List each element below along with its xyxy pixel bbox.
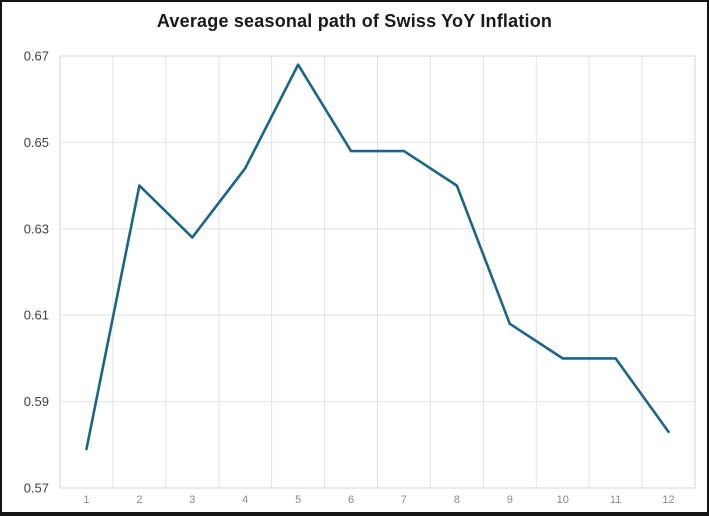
x-axis-tick-label: 1	[83, 494, 89, 506]
y-axis-tick-label: 0.61	[24, 308, 49, 323]
x-axis-tick-label: 5	[295, 494, 301, 506]
x-axis-tick-label: 11	[610, 494, 621, 506]
chart-title: Average seasonal path of Swiss YoY Infla…	[156, 11, 553, 31]
x-axis-tick-label: 8	[454, 494, 460, 506]
x-axis-tick-label: 7	[401, 494, 407, 506]
inflation-series-line	[85, 63, 670, 451]
y-axis-tick-label: 0.57	[24, 481, 49, 496]
x-axis-tick-label: 4	[242, 494, 248, 506]
x-axis-tick-label: 9	[507, 494, 513, 506]
plot-area-border	[59, 55, 696, 489]
x-axis-tick-label: 6	[348, 494, 354, 506]
x-axis-tick-label: 2	[136, 494, 142, 506]
y-axis-tick-label: 0.59	[24, 394, 49, 409]
y-axis-tick-label: 0.63	[24, 221, 49, 236]
x-axis-tick-label: 10	[557, 494, 569, 506]
x-axis-tick-label: 3	[189, 494, 195, 506]
x-axis-tick-label: 12	[662, 494, 674, 506]
y-axis-tick-label: 0.65	[24, 135, 49, 150]
y-axis-tick-label: 0.67	[24, 49, 49, 64]
